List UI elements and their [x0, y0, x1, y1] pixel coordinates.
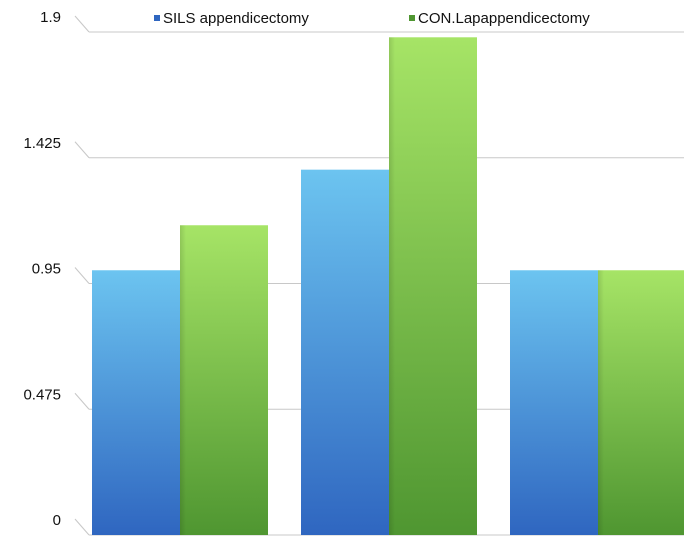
gridline-stub: [74, 392, 90, 410]
gridline-stub: [74, 15, 90, 33]
bar-sils: [92, 270, 180, 535]
bar-con-lap: [180, 225, 268, 536]
y-axis-ticks: 0 0.475 0.95 1.425 1.9: [23, 9, 61, 529]
y-tick-label: 1.425: [23, 135, 61, 152]
bar-edge-shade: [598, 270, 604, 535]
bars: [92, 37, 684, 536]
y-tick-label: 0: [53, 512, 61, 529]
legend-label-con-lap: CON.Lapappendicectomy: [418, 10, 590, 27]
legend-swatch-con-lap: [409, 15, 415, 21]
bar-sils: [301, 169, 389, 536]
bar-edge-shade: [180, 225, 186, 536]
bar-con-lap: [389, 37, 477, 535]
legend: SILS appendicectomy CON.Lapappendicectom…: [154, 10, 590, 27]
gridline-stub: [74, 518, 90, 536]
y-tick-label: 1.9: [40, 9, 61, 26]
bar-con-lap: [598, 270, 684, 535]
bar-sils: [510, 270, 598, 535]
bar-edge-shade: [389, 37, 395, 535]
legend-swatch-sils: [154, 15, 160, 21]
legend-label-sils: SILS appendicectomy: [163, 10, 309, 27]
y-tick-label: 0.475: [23, 386, 61, 403]
gridline-stub: [74, 141, 90, 159]
gridline-stub: [74, 267, 90, 284]
y-tick-label: 0.95: [32, 261, 61, 278]
